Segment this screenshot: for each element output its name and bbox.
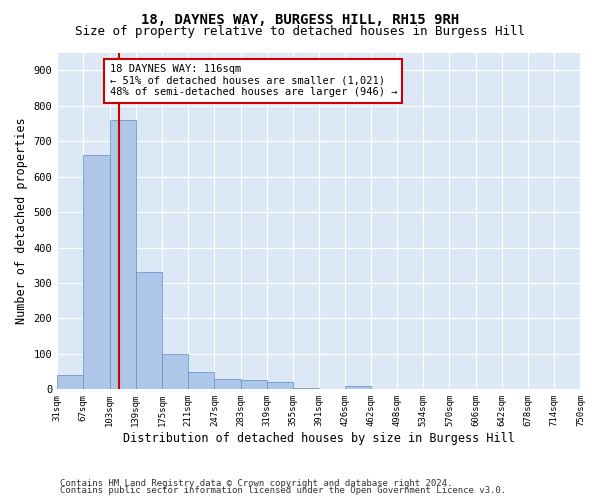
Bar	[83, 156, 110, 390]
Y-axis label: Number of detached properties: Number of detached properties	[15, 118, 28, 324]
Text: 18, DAYNES WAY, BURGESS HILL, RH15 9RH: 18, DAYNES WAY, BURGESS HILL, RH15 9RH	[141, 12, 459, 26]
Text: Contains public sector information licensed under the Open Government Licence v3: Contains public sector information licen…	[60, 486, 506, 495]
Bar	[293, 388, 319, 390]
Text: Contains HM Land Registry data © Crown copyright and database right 2024.: Contains HM Land Registry data © Crown c…	[60, 478, 452, 488]
Bar	[162, 354, 188, 390]
Bar	[57, 375, 83, 390]
Text: Size of property relative to detached houses in Burgess Hill: Size of property relative to detached ho…	[75, 25, 525, 38]
Bar	[214, 378, 241, 390]
Bar	[267, 382, 293, 390]
Bar	[344, 386, 371, 390]
Bar	[136, 272, 162, 390]
Bar	[241, 380, 267, 390]
Bar	[188, 372, 214, 390]
X-axis label: Distribution of detached houses by size in Burgess Hill: Distribution of detached houses by size …	[123, 432, 515, 445]
Text: 18 DAYNES WAY: 116sqm
← 51% of detached houses are smaller (1,021)
48% of semi-d: 18 DAYNES WAY: 116sqm ← 51% of detached …	[110, 64, 397, 98]
Bar	[110, 120, 136, 390]
